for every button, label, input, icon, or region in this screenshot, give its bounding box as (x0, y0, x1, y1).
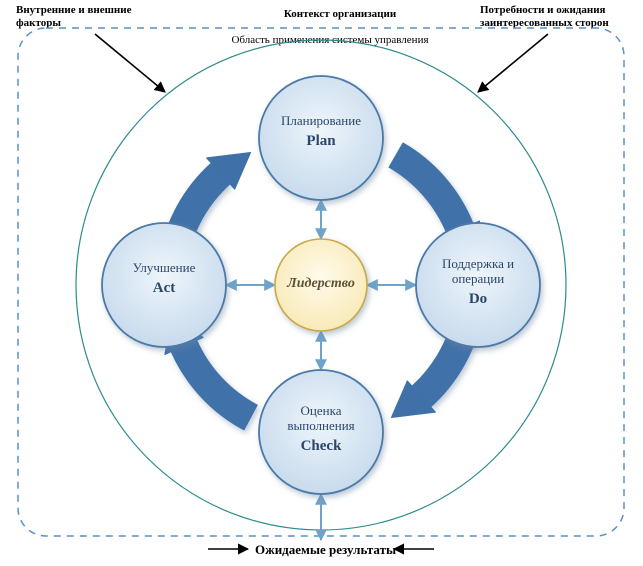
node-act-label: Улучшение Act (104, 261, 224, 297)
label-results: Ожидаемые результаты (255, 542, 396, 558)
node-act-ru: Улучшение (104, 261, 224, 276)
node-plan-ru: Планирование (261, 114, 381, 129)
input-arrow-left (95, 34, 165, 92)
node-do-label: Поддержка иоперации Do (418, 257, 538, 308)
label-results-text: Ожидаемые результаты (255, 542, 396, 557)
cycle-arrow-check-act (171, 340, 257, 429)
node-check-en: Check (261, 438, 381, 455)
center-node-text: Лидерство (287, 276, 355, 291)
node-do-ru: Поддержка иоперации (418, 257, 538, 287)
node-check-ru: Оценкавыполнения (261, 404, 381, 434)
input-arrow-right (478, 34, 548, 92)
node-act-en: Act (104, 280, 224, 297)
node-plan-en: Plan (261, 133, 381, 150)
center-node-label: Лидерство (271, 276, 371, 292)
node-plan-label: Планирование Plan (261, 114, 381, 150)
node-do-en: Do (418, 291, 538, 308)
node-check-label: Оценкавыполнения Check (261, 404, 381, 455)
cycle-arrow-plan-do (389, 143, 473, 234)
